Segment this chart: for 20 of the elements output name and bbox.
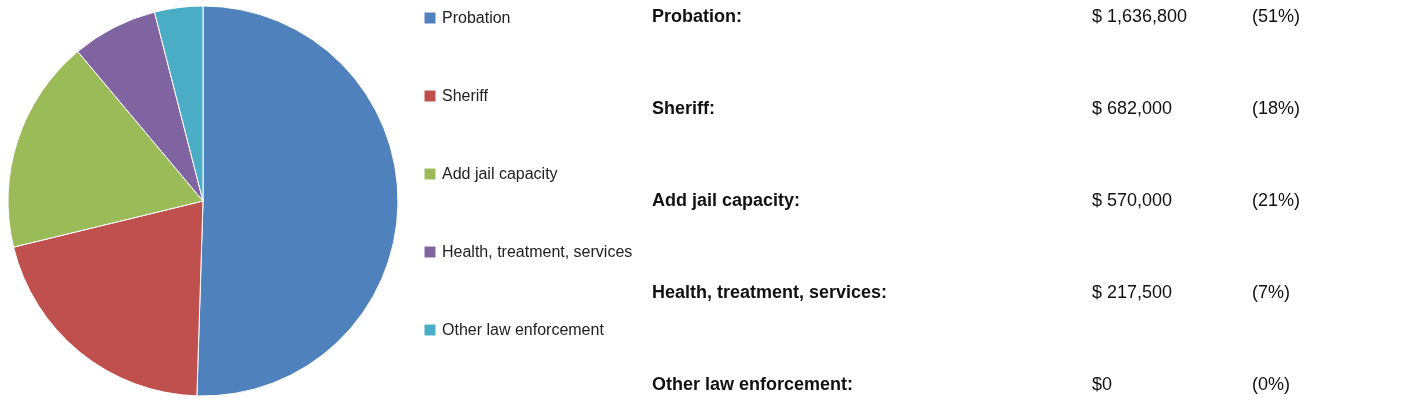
legend-label: Health, treatment, services xyxy=(442,243,633,260)
legend-label: Probation xyxy=(442,9,511,26)
legend-label: Add jail capacity xyxy=(442,165,558,182)
text: (21%) xyxy=(1252,190,1301,210)
text: Health, treatment, services: xyxy=(652,281,888,302)
text: (7%) xyxy=(1252,281,1291,302)
text: Probation: xyxy=(652,6,742,27)
text: $ 1,636,800 xyxy=(1092,6,1188,27)
text: (18%) xyxy=(1252,98,1301,119)
text: Add jail capacity: xyxy=(652,190,801,210)
text: (51%) xyxy=(1252,6,1301,27)
text: Sheriff: xyxy=(652,98,715,119)
text: $0 xyxy=(1092,373,1113,394)
text: Other law enforcement: xyxy=(652,373,854,394)
text: $ 570,000 xyxy=(1092,190,1173,210)
text: $ 217,500 xyxy=(1092,281,1173,302)
legend-label: Other law enforcement xyxy=(442,321,605,338)
legend-label: Sheriff xyxy=(442,87,489,104)
text: $ 682,000 xyxy=(1092,98,1173,119)
text: (0%) xyxy=(1252,373,1291,394)
